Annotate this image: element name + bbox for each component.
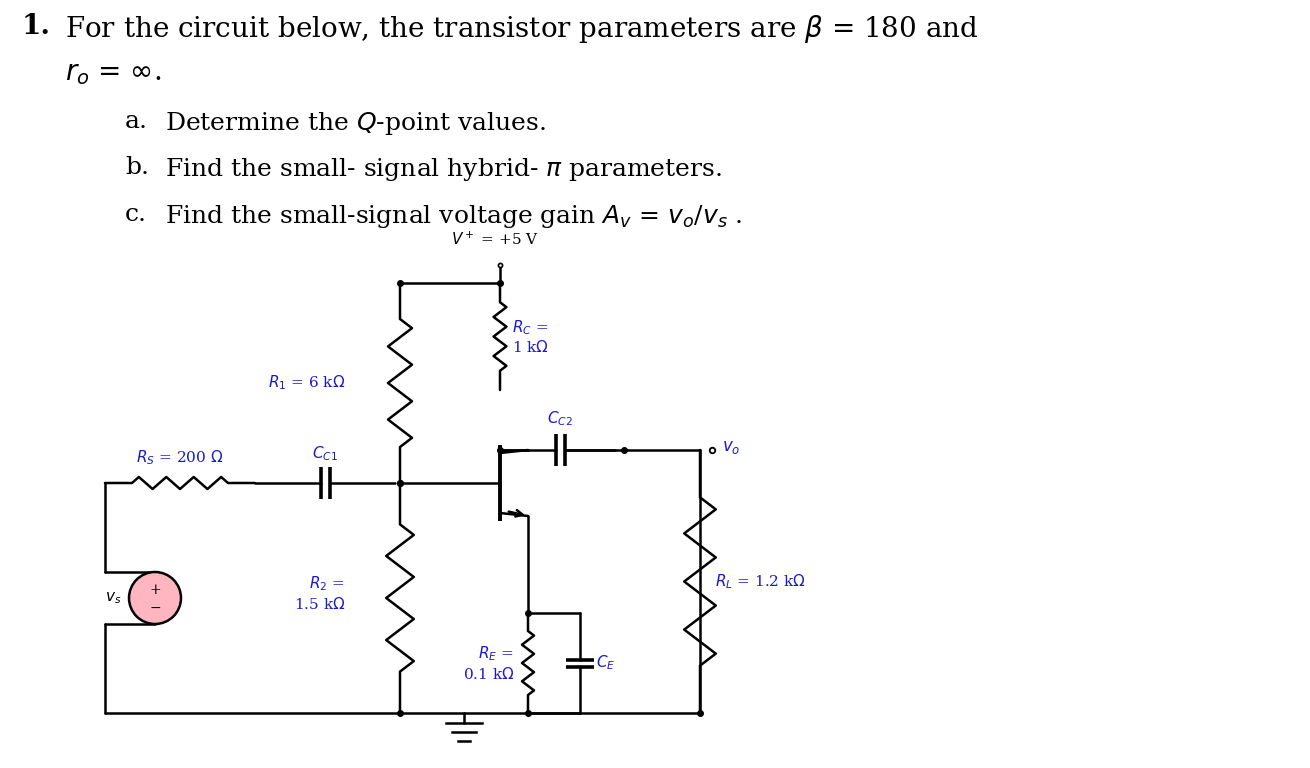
Text: Find the small- signal hybrid- $\pi$ parameters.: Find the small- signal hybrid- $\pi$ par… [165, 156, 722, 183]
Text: $C_{C2}$: $C_{C2}$ [548, 409, 572, 428]
Text: $V^+$ = +5 V: $V^+$ = +5 V [451, 230, 540, 248]
Text: +: + [149, 583, 161, 597]
Text: $r_o$ = $\infty$.: $r_o$ = $\infty$. [66, 60, 161, 87]
Text: $R_C$ =
1 k$\Omega$: $R_C$ = 1 k$\Omega$ [512, 318, 549, 355]
Text: For the circuit below, the transistor parameters are $\beta$ = 180 and: For the circuit below, the transistor pa… [66, 13, 979, 45]
Text: $R_E$ =
0.1 k$\Omega$: $R_E$ = 0.1 k$\Omega$ [462, 644, 514, 682]
Text: Find the small-signal voltage gain $A_v$ = $v_o$/$v_s$ .: Find the small-signal voltage gain $A_v$… [165, 203, 743, 230]
Text: $R_1$ = 6 k$\Omega$: $R_1$ = 6 k$\Omega$ [267, 374, 345, 392]
Text: c.: c. [124, 203, 147, 226]
Text: 1.: 1. [22, 13, 51, 40]
Text: $C_E$: $C_E$ [596, 654, 616, 672]
Text: $R_L$ = 1.2 k$\Omega$: $R_L$ = 1.2 k$\Omega$ [715, 572, 806, 591]
Text: b.: b. [124, 156, 149, 179]
Text: −: − [149, 601, 161, 615]
Circle shape [128, 572, 181, 624]
Text: $v_s$: $v_s$ [105, 590, 121, 606]
Text: $v_o$: $v_o$ [722, 439, 740, 456]
Text: Determine the $Q$-point values.: Determine the $Q$-point values. [165, 110, 546, 137]
Text: a.: a. [124, 110, 148, 133]
Text: $C_{C1}$: $C_{C1}$ [312, 445, 338, 463]
Text: $R_2$ =
1.5 k$\Omega$: $R_2$ = 1.5 k$\Omega$ [293, 574, 345, 611]
Text: $R_S$ = 200 $\Omega$: $R_S$ = 200 $\Omega$ [136, 449, 224, 467]
